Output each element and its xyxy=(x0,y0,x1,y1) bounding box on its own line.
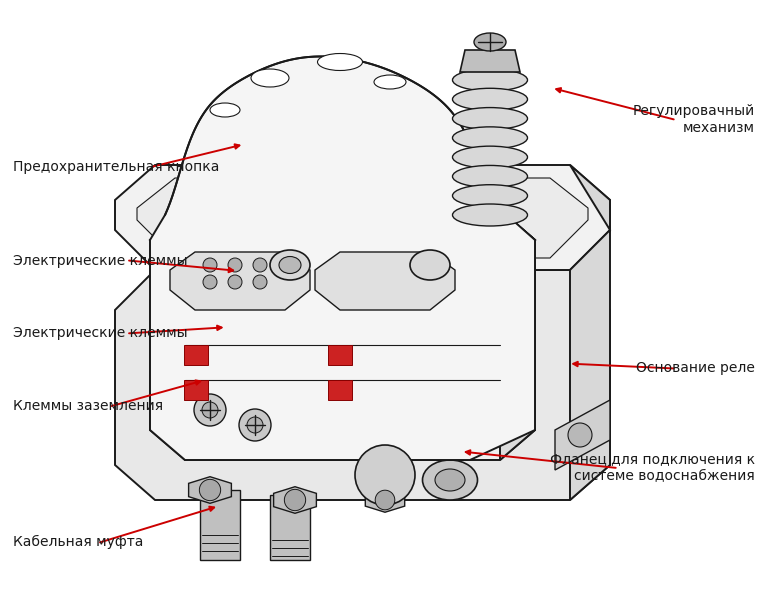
Ellipse shape xyxy=(422,460,478,500)
Ellipse shape xyxy=(452,165,528,187)
Ellipse shape xyxy=(452,108,528,130)
Circle shape xyxy=(203,258,217,272)
Ellipse shape xyxy=(317,53,362,70)
Ellipse shape xyxy=(435,469,465,491)
Ellipse shape xyxy=(210,103,240,117)
Polygon shape xyxy=(137,178,588,258)
Ellipse shape xyxy=(452,204,528,226)
Ellipse shape xyxy=(410,250,450,280)
Ellipse shape xyxy=(452,88,528,110)
Text: Клеммы заземления: Клеммы заземления xyxy=(13,399,163,413)
Polygon shape xyxy=(500,210,535,460)
Circle shape xyxy=(253,258,267,272)
Polygon shape xyxy=(273,487,316,513)
Circle shape xyxy=(202,402,218,418)
Ellipse shape xyxy=(452,127,528,149)
Polygon shape xyxy=(150,210,535,270)
Ellipse shape xyxy=(279,256,301,273)
Polygon shape xyxy=(115,165,610,270)
Text: Предохранительная кнопка: Предохранительная кнопка xyxy=(13,159,220,174)
Polygon shape xyxy=(270,495,310,560)
Ellipse shape xyxy=(374,75,406,89)
Circle shape xyxy=(228,275,242,289)
Ellipse shape xyxy=(452,69,528,91)
Polygon shape xyxy=(150,56,535,460)
Circle shape xyxy=(247,417,263,433)
Text: Регулировачный
механизм: Регулировачный механизм xyxy=(633,104,755,135)
Circle shape xyxy=(228,258,242,272)
Text: Фланец для подключения к
системе водоснабжения: Фланец для подключения к системе водосна… xyxy=(550,452,755,484)
Polygon shape xyxy=(366,488,405,512)
Polygon shape xyxy=(189,477,231,504)
FancyBboxPatch shape xyxy=(328,380,352,400)
Polygon shape xyxy=(115,270,610,500)
Circle shape xyxy=(568,423,592,447)
Ellipse shape xyxy=(452,185,528,207)
Polygon shape xyxy=(150,270,535,460)
FancyBboxPatch shape xyxy=(184,380,208,400)
Circle shape xyxy=(355,445,415,505)
Text: Кабельная муфта: Кабельная муфта xyxy=(13,535,144,550)
Polygon shape xyxy=(315,252,455,310)
Ellipse shape xyxy=(452,146,528,168)
Circle shape xyxy=(284,490,306,511)
Circle shape xyxy=(376,490,395,510)
Circle shape xyxy=(200,479,220,501)
Ellipse shape xyxy=(360,458,410,493)
Circle shape xyxy=(239,409,271,441)
Ellipse shape xyxy=(270,250,310,280)
FancyBboxPatch shape xyxy=(184,345,208,365)
Circle shape xyxy=(253,275,267,289)
Circle shape xyxy=(203,275,217,289)
Polygon shape xyxy=(570,165,610,500)
Text: Основание реле: Основание реле xyxy=(636,361,755,376)
FancyBboxPatch shape xyxy=(328,345,352,365)
Text: Электрические клеммы: Электрические клеммы xyxy=(13,326,187,341)
Polygon shape xyxy=(460,50,520,72)
Ellipse shape xyxy=(474,33,506,51)
Text: Электрические клеммы: Электрические клеммы xyxy=(13,253,187,268)
Ellipse shape xyxy=(251,69,289,87)
Polygon shape xyxy=(170,252,310,310)
Polygon shape xyxy=(482,80,498,215)
Polygon shape xyxy=(555,400,610,470)
Circle shape xyxy=(194,394,226,426)
Polygon shape xyxy=(200,490,240,560)
